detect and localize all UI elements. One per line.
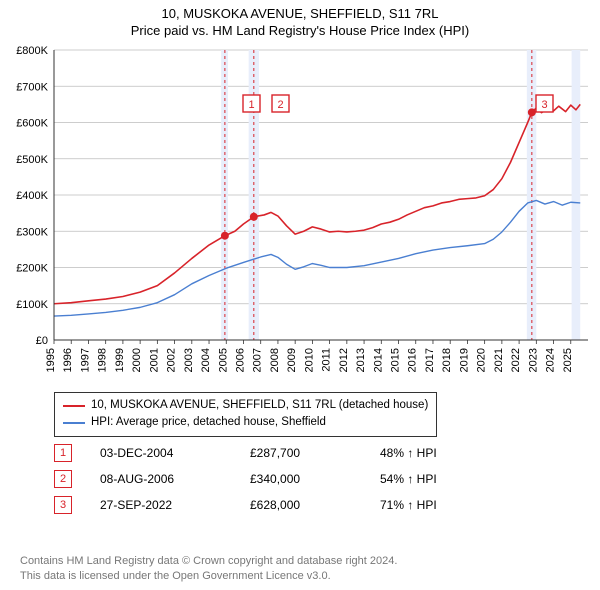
sale-date: 27-SEP-2022 — [100, 498, 250, 512]
svg-text:2008: 2008 — [269, 348, 281, 372]
svg-text:3: 3 — [541, 99, 547, 111]
sales-table: 1 03-DEC-2004 £287,700 48% ↑ HPI 2 08-AU… — [54, 440, 437, 518]
svg-text:2025: 2025 — [562, 348, 574, 372]
svg-text:2022: 2022 — [510, 348, 522, 372]
sale-price: £628,000 — [250, 498, 380, 512]
svg-text:2019: 2019 — [458, 348, 470, 372]
svg-text:2020: 2020 — [476, 348, 488, 372]
svg-text:1996: 1996 — [62, 348, 74, 372]
svg-text:2012: 2012 — [338, 348, 350, 372]
legend-swatch — [63, 405, 85, 407]
sale-row: 2 08-AUG-2006 £340,000 54% ↑ HPI — [54, 466, 437, 492]
svg-text:£800K: £800K — [16, 45, 48, 57]
page: 10, MUSKOKA AVENUE, SHEFFIELD, S11 7RL P… — [0, 0, 600, 590]
chart-svg: £0 £100K £200K £300K £400K £500K £600K £700K £80… — [0, 44, 600, 384]
svg-text:2009: 2009 — [286, 348, 298, 372]
svg-text:£0: £0 — [36, 335, 48, 347]
svg-text:£400K: £400K — [16, 190, 48, 202]
svg-text:2010: 2010 — [303, 348, 315, 372]
svg-text:2001: 2001 — [148, 348, 160, 372]
svg-text:2013: 2013 — [355, 348, 367, 372]
sale-diff: 71% ↑ HPI — [380, 498, 437, 512]
svg-text:2011: 2011 — [321, 348, 333, 372]
footer-line: This data is licensed under the Open Gov… — [20, 569, 397, 584]
chart-title: 10, MUSKOKA AVENUE, SHEFFIELD, S11 7RL — [0, 0, 600, 21]
svg-text:2: 2 — [277, 99, 283, 111]
chart: £0 £100K £200K £300K £400K £500K £600K £700K £80… — [0, 44, 600, 384]
svg-text:1995: 1995 — [45, 348, 57, 372]
sale-marker-icon: 1 — [54, 444, 72, 462]
svg-text:2017: 2017 — [424, 348, 436, 372]
sale-diff: 54% ↑ HPI — [380, 472, 437, 486]
svg-text:2005: 2005 — [217, 348, 229, 372]
svg-text:2024: 2024 — [545, 348, 557, 372]
footer-line: Contains HM Land Registry data © Crown c… — [20, 554, 397, 569]
sale-row: 1 03-DEC-2004 £287,700 48% ↑ HPI — [54, 440, 437, 466]
footer: Contains HM Land Registry data © Crown c… — [20, 554, 397, 584]
legend-item: HPI: Average price, detached house, Shef… — [63, 414, 428, 431]
svg-text:2003: 2003 — [183, 348, 195, 372]
svg-text:£100K: £100K — [16, 299, 48, 311]
sale-marker-icon: 2 — [54, 470, 72, 488]
sale-diff: 48% ↑ HPI — [380, 446, 437, 460]
svg-text:£600K: £600K — [16, 118, 48, 130]
legend-label: 10, MUSKOKA AVENUE, SHEFFIELD, S11 7RL (… — [91, 397, 428, 414]
chart-subtitle: Price paid vs. HM Land Registry's House … — [0, 21, 600, 38]
svg-text:2023: 2023 — [527, 348, 539, 372]
sale-row: 3 27-SEP-2022 £628,000 71% ↑ HPI — [54, 492, 437, 518]
legend: 10, MUSKOKA AVENUE, SHEFFIELD, S11 7RL (… — [54, 392, 437, 437]
svg-text:2014: 2014 — [372, 348, 384, 372]
sale-price: £340,000 — [250, 472, 380, 486]
legend-label: HPI: Average price, detached house, Shef… — [91, 414, 326, 431]
svg-text:£200K: £200K — [16, 263, 48, 275]
sale-marker-icon: 3 — [54, 496, 72, 514]
svg-text:2015: 2015 — [390, 348, 402, 372]
svg-text:£500K: £500K — [16, 154, 48, 166]
svg-text:2018: 2018 — [441, 348, 453, 372]
svg-text:2004: 2004 — [200, 348, 212, 372]
svg-text:2016: 2016 — [407, 348, 419, 372]
svg-text:2002: 2002 — [166, 348, 178, 372]
svg-text:2006: 2006 — [234, 348, 246, 372]
svg-text:1998: 1998 — [97, 348, 109, 372]
svg-text:£700K: £700K — [16, 81, 48, 93]
legend-item: 10, MUSKOKA AVENUE, SHEFFIELD, S11 7RL (… — [63, 397, 428, 414]
svg-text:1997: 1997 — [79, 348, 91, 372]
sale-date: 08-AUG-2006 — [100, 472, 250, 486]
sale-price: £287,700 — [250, 446, 380, 460]
svg-text:£300K: £300K — [16, 226, 48, 238]
legend-swatch — [63, 422, 85, 424]
svg-text:1999: 1999 — [114, 348, 126, 372]
svg-text:2000: 2000 — [131, 348, 143, 372]
svg-text:2007: 2007 — [252, 348, 264, 372]
sale-date: 03-DEC-2004 — [100, 446, 250, 460]
svg-text:2021: 2021 — [493, 348, 505, 372]
svg-text:1: 1 — [248, 99, 254, 111]
